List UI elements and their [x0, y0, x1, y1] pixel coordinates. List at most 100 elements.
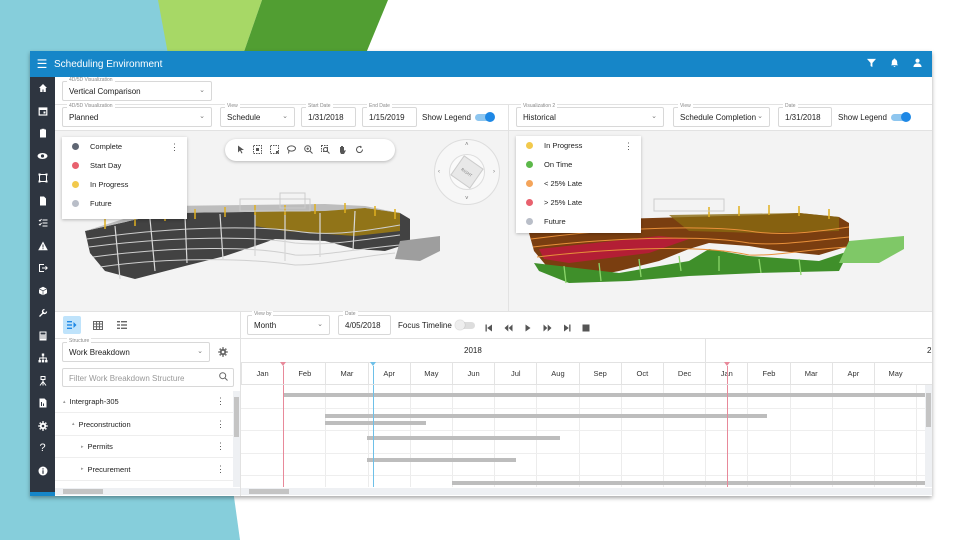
warning-icon[interactable] — [30, 235, 55, 258]
tree-row[interactable]: ▸ Precurement ⋮ — [55, 459, 233, 481]
clipboard-icon[interactable] — [30, 122, 55, 145]
end-date-marker[interactable] — [727, 385, 728, 487]
start-date-field[interactable]: Start Date 1/31/2018 — [301, 103, 356, 127]
structure-select[interactable]: Structure Work Breakdown ⌄ — [62, 338, 210, 362]
select-icon[interactable] — [237, 145, 245, 156]
view-by-select[interactable]: View by Month ⌄ — [247, 311, 330, 335]
tree-vertical-scrollbar[interactable] — [233, 391, 240, 487]
skip-end-icon[interactable] — [563, 319, 571, 337]
collapse-icon[interactable]: ▴ — [72, 421, 75, 427]
orbit-up-icon[interactable]: ˄ — [465, 142, 469, 148]
right-visualization-select[interactable]: Visualization 2 Historical ⌄ — [516, 103, 664, 127]
calculator-icon[interactable] — [30, 325, 55, 348]
scrollbar-thumb[interactable] — [249, 489, 289, 494]
orbit-left-icon[interactable]: ‹ — [438, 169, 440, 175]
hierarchy-icon[interactable] — [30, 347, 55, 370]
left-view-select[interactable]: View Schedule ⌄ — [220, 103, 295, 127]
start-date-marker-head[interactable] — [280, 362, 286, 366]
right-3d-viewport[interactable]: ⋮ In Progress On Time < 25% Late > 25% Late… — [509, 131, 932, 311]
end-date-marker-head[interactable] — [724, 362, 730, 366]
expand-icon[interactable]: ▸ — [81, 443, 84, 450]
task-bar[interactable] — [283, 393, 925, 397]
focus-timeline-toggle[interactable] — [455, 320, 475, 330]
tree-row[interactable]: ▸ Permits ⋮ — [55, 436, 233, 458]
home-icon[interactable] — [30, 77, 55, 100]
cube-icon[interactable] — [30, 280, 55, 303]
survey-icon[interactable] — [30, 370, 55, 393]
report-icon[interactable] — [30, 392, 55, 415]
calendar-icon[interactable] — [30, 100, 55, 123]
zoom-area-icon[interactable] — [321, 144, 330, 156]
fast-forward-icon[interactable] — [543, 319, 552, 337]
scrollbar-thumb[interactable] — [926, 393, 931, 427]
checklist-icon[interactable] — [30, 212, 55, 235]
row-menu-icon[interactable]: ⋮ — [216, 463, 225, 474]
stop-icon[interactable] — [582, 319, 590, 337]
orbit-down-icon[interactable]: ˅ — [465, 196, 469, 202]
play-icon[interactable] — [524, 319, 532, 337]
legend-menu-icon[interactable]: ⋮ — [624, 141, 633, 151]
bell-icon[interactable] — [890, 58, 899, 70]
gantt-vertical-scrollbar[interactable] — [925, 385, 932, 487]
info-icon[interactable] — [30, 460, 55, 483]
current-date-marker-head[interactable] — [370, 362, 376, 366]
navigation-cube[interactable]: RIGHT ˄ ˅ ‹ › — [434, 139, 500, 205]
export-icon[interactable] — [30, 257, 55, 280]
tree-row[interactable]: ▴ Preconstruction ⋮ — [55, 414, 233, 436]
bounding-box-icon[interactable] — [30, 167, 55, 190]
lasso-icon[interactable] — [287, 144, 296, 156]
area-select-icon[interactable] — [270, 144, 279, 156]
task-bar[interactable] — [367, 436, 560, 440]
collapse-icon[interactable]: ▴ — [63, 398, 66, 405]
tree-horizontal-scrollbar[interactable] — [55, 488, 240, 495]
expand-icon[interactable]: ▸ — [81, 466, 84, 472]
tree-row[interactable]: ▴ Intergraph-305 ⋮ — [55, 391, 233, 413]
box-select-icon[interactable] — [253, 144, 262, 156]
row-menu-icon[interactable]: ⋮ — [216, 441, 225, 451]
start-date-marker[interactable] — [283, 385, 284, 487]
left-3d-viewport[interactable]: ⋮ Complete Start Day In Progress Future RIG… — [55, 131, 508, 311]
search-icon[interactable] — [219, 372, 228, 383]
task-bar[interactable] — [452, 481, 925, 485]
row-menu-icon[interactable]: ⋮ — [216, 396, 225, 406]
scrollbar-thumb[interactable] — [234, 397, 239, 437]
document-icon[interactable] — [30, 190, 55, 213]
row-menu-icon[interactable]: ⋮ — [216, 487, 225, 488]
gear-icon[interactable] — [30, 415, 55, 438]
wrench-icon[interactable] — [30, 302, 55, 325]
eye-icon[interactable] — [30, 145, 55, 168]
table-view-icon[interactable] — [89, 316, 107, 334]
task-bar[interactable] — [325, 414, 767, 418]
structure-settings-gear-icon[interactable] — [216, 345, 230, 359]
timeline-date-field[interactable]: Date 4/05/2018 — [338, 311, 391, 335]
end-date-field[interactable]: End Date 1/15/2019 — [362, 103, 417, 127]
left-show-legend-toggle[interactable] — [475, 112, 495, 122]
task-bar[interactable] — [367, 458, 516, 462]
filter-wbs-input[interactable]: Filter Work Breakdown Structure — [62, 368, 234, 387]
field-value: 1/15/2019 — [369, 113, 405, 122]
tree-row-partial[interactable]: ⋮ — [55, 481, 233, 488]
orbit-right-icon[interactable]: › — [493, 169, 495, 175]
zoom-icon[interactable] — [304, 144, 313, 156]
pan-hand-icon[interactable] — [338, 145, 347, 156]
right-date-field[interactable]: Date 1/31/2018 — [778, 103, 832, 127]
user-icon[interactable] — [913, 58, 922, 70]
rotate-icon[interactable] — [355, 145, 364, 156]
list-view-icon[interactable] — [113, 316, 131, 334]
right-view-select[interactable]: View Schedule Completion ⌄ — [673, 103, 770, 127]
legend-menu-icon[interactable]: ⋮ — [170, 142, 179, 152]
right-show-legend-toggle[interactable] — [891, 112, 911, 122]
filter-icon[interactable] — [867, 58, 876, 70]
current-date-marker[interactable] — [373, 385, 374, 487]
scrollbar-thumb[interactable] — [63, 489, 103, 494]
gantt-horizontal-scrollbar[interactable] — [241, 488, 932, 495]
gantt-view-icon[interactable] — [63, 316, 81, 334]
visualization-mode-select[interactable]: 4D/5D Visualization Vertical Comparison … — [62, 77, 212, 101]
left-visualization-select[interactable]: 4D/5D Visualization Planned ⌄ — [62, 103, 212, 127]
hamburger-menu-icon[interactable]: ☰ — [36, 57, 48, 71]
task-bar[interactable] — [325, 421, 426, 425]
rewind-icon[interactable] — [504, 319, 513, 337]
row-menu-icon[interactable]: ⋮ — [216, 418, 225, 429]
skip-start-icon[interactable] — [485, 319, 493, 337]
help-icon[interactable]: ? — [39, 442, 46, 455]
